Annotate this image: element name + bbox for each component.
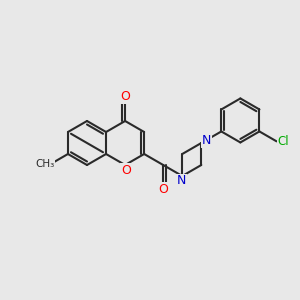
Text: N: N [177, 175, 186, 188]
Text: CH₃: CH₃ [35, 159, 55, 170]
Text: Cl: Cl [278, 135, 290, 148]
Text: O: O [121, 164, 131, 176]
Text: O: O [158, 183, 168, 196]
Text: O: O [120, 90, 130, 103]
Text: N: N [202, 134, 211, 146]
